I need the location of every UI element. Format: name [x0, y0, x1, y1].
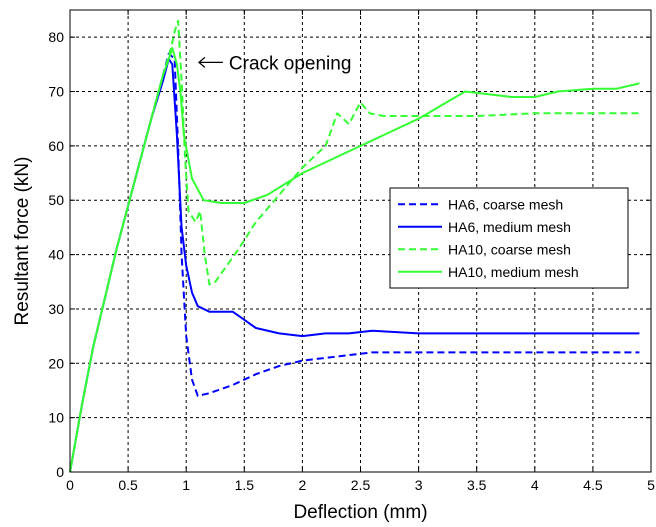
y-tick-label: 20: [48, 355, 64, 371]
x-tick-label: 0: [66, 477, 74, 493]
ticks: [69, 10, 652, 473]
y-tick-label: 50: [48, 192, 64, 208]
annotation-text: Crack opening: [229, 53, 352, 74]
x-tick-labels: 0 0.5 1 1.5 2 2.5 3 3.5 4 4.5 5: [66, 477, 655, 493]
x-axis-label: Deflection (mm): [293, 502, 427, 523]
y-tick-label: 30: [48, 301, 64, 317]
x-tick-label: 4: [531, 477, 539, 493]
series-line-ha10-medium-mesh: [69, 47, 640, 473]
x-tick-label: 5: [647, 477, 655, 493]
y-tick-label: 60: [48, 138, 64, 154]
x-tick-label: 1.5: [235, 477, 255, 493]
legend-label-ha6-coarse-mesh: HA6, coarse mesh: [448, 196, 563, 212]
y-tick-label: 70: [48, 84, 64, 100]
x-tick-label: 1: [182, 477, 190, 493]
legend: HA6, coarse mesh HA6, medium mesh HA10, co…: [389, 187, 629, 289]
y-tick-label: 10: [48, 410, 64, 426]
x-tick-label: 3: [415, 477, 423, 493]
series-layer: [69, 19, 640, 473]
x-tick-label: 4.5: [583, 477, 603, 493]
annotation: Crack opening: [197, 53, 352, 74]
x-tick-label: 3.5: [467, 477, 487, 493]
y-tick-label: 40: [48, 247, 64, 263]
y-axis-label: Resultant force (kN): [12, 157, 33, 326]
legend-items: HA6, coarse mesh HA6, medium mesh HA10, co…: [398, 196, 579, 280]
x-tick-label: 2.5: [351, 477, 371, 493]
annotation-arrow-head: [197, 56, 206, 68]
x-tick-label: 2: [299, 477, 307, 493]
x-tick-label: 0.5: [118, 477, 138, 493]
legend-label-ha10-coarse-mesh: HA10, coarse mesh: [448, 241, 571, 257]
y-tick-label: 0: [56, 464, 64, 480]
legend-label-ha10-medium-mesh: HA10, medium mesh: [448, 264, 579, 280]
y-tick-labels: 0 10 20 30 40 50 60 70 80: [48, 29, 64, 480]
y-tick-label: 80: [48, 29, 64, 45]
legend-label-ha6-medium-mesh: HA6, medium mesh: [448, 219, 571, 235]
